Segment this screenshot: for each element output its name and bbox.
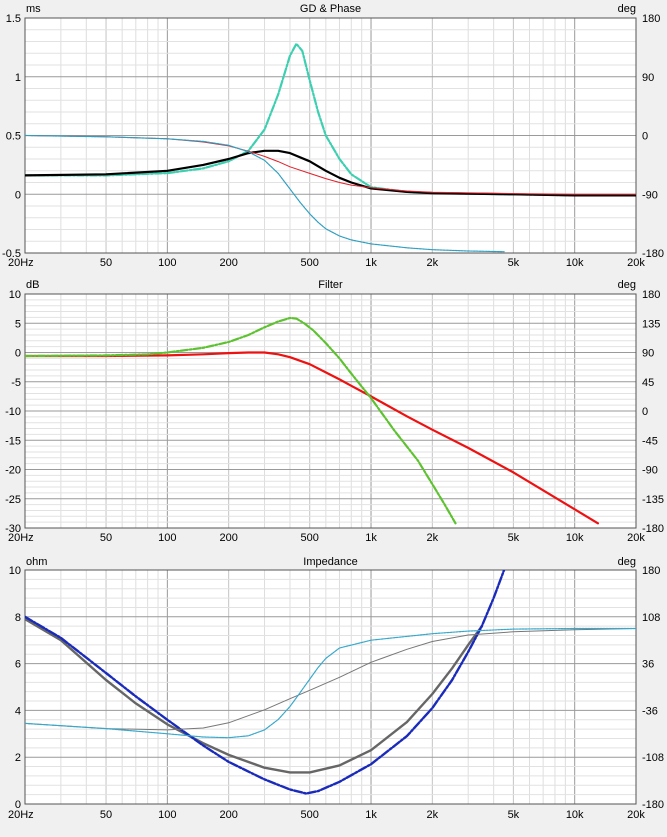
y-tick-label: -25 <box>5 494 21 506</box>
y-tick-label: -30 <box>5 523 21 535</box>
y2-tick-label: 0 <box>642 406 648 418</box>
right-unit-label: deg <box>618 556 636 568</box>
y-tick-label: -15 <box>5 435 21 447</box>
chart-title: Filter <box>318 279 343 291</box>
x-tick-label: 20k <box>627 809 645 821</box>
x-tick-label: 2k <box>427 809 439 821</box>
x-tick-label: 500 <box>301 257 319 269</box>
y-tick-label: 1.5 <box>6 13 21 25</box>
y-tick-label: 0 <box>15 799 21 811</box>
chart-title: GD & Phase <box>300 3 361 15</box>
left-unit-label: ms <box>26 3 41 15</box>
y2-tick-label: 36 <box>642 659 654 671</box>
y2-tick-label: 90 <box>642 72 654 84</box>
y2-tick-label: 108 <box>642 612 660 624</box>
y-tick-label: 10 <box>9 565 21 577</box>
y2-tick-label: 0 <box>642 131 648 143</box>
x-tick-label: 200 <box>219 257 237 269</box>
x-tick-label: 10k <box>566 532 584 544</box>
x-tick-label: 100 <box>158 809 176 821</box>
chart-panel-2: Filter dB deg -30 -25 -20 -15 -10 -5 0 5 10 -180 -135… <box>5 279 664 544</box>
x-tick-label: 500 <box>301 809 319 821</box>
y-tick-label: 8 <box>15 612 21 624</box>
y2-tick-label: -108 <box>642 752 664 764</box>
y2-tick-label: -180 <box>642 799 664 811</box>
y2-tick-label: 180 <box>642 289 660 301</box>
series-line-1 <box>25 617 483 774</box>
y-tick-label: 6 <box>15 659 21 671</box>
y2-tick-label: -90 <box>642 465 658 477</box>
x-tick-label: 2k <box>427 257 439 269</box>
x-tick-label: 20k <box>627 532 645 544</box>
y2-tick-label: -36 <box>642 705 658 717</box>
x-tick-label: 5k <box>508 809 520 821</box>
x-tick-label: 200 <box>219 809 237 821</box>
x-tick-label: 10k <box>566 257 584 269</box>
chart-panel-1: GD & Phase ms deg -0.5 0 0.5 1 1.5 -180 -90 0 90 180… <box>2 3 664 269</box>
y2-tick-label: -135 <box>642 494 664 506</box>
y-tick-label: 2 <box>15 752 21 764</box>
x-tick-label: 20Hz <box>8 809 34 821</box>
x-tick-label: 10k <box>566 809 584 821</box>
y2-tick-label: -90 <box>642 189 658 201</box>
right-unit-label: deg <box>618 3 636 15</box>
chart-title: Impedance <box>303 556 357 568</box>
right-unit-label: deg <box>618 279 636 291</box>
x-tick-label: 50 <box>100 809 112 821</box>
y2-tick-label: 135 <box>642 318 660 330</box>
y-tick-label: 0 <box>15 348 21 360</box>
left-unit-label: dB <box>26 279 39 291</box>
x-tick-label: 500 <box>301 532 319 544</box>
y2-tick-label: -180 <box>642 523 664 535</box>
x-tick-label: 2k <box>427 532 439 544</box>
x-tick-label: 50 <box>100 257 112 269</box>
y-tick-label: 1 <box>15 72 21 84</box>
y-tick-label: -5 <box>11 377 21 389</box>
x-tick-label: 100 <box>158 257 176 269</box>
series-line-3 <box>25 628 636 731</box>
y-tick-label: -20 <box>5 465 21 477</box>
x-tick-label: 1k <box>365 257 377 269</box>
y-tick-label: 5 <box>15 318 21 330</box>
series-line-4 <box>25 134 505 253</box>
y2-tick-label: 90 <box>642 348 654 360</box>
plot-frame <box>24 293 637 529</box>
x-tick-label: 20Hz <box>8 257 34 269</box>
y-tick-label: -0.5 <box>2 248 21 260</box>
series-line-2 <box>25 570 506 795</box>
series-line-2 <box>25 149 636 197</box>
x-tick-label: 50 <box>100 532 112 544</box>
y-tick-label: 4 <box>15 705 21 717</box>
y2-tick-label: -45 <box>642 435 658 447</box>
y2-tick-label: 180 <box>642 13 660 25</box>
plot-frame <box>24 569 637 805</box>
y2-tick-label: -180 <box>642 248 664 260</box>
x-tick-label: 5k <box>508 257 520 269</box>
y-tick-label: 0 <box>15 189 21 201</box>
x-tick-label: 1k <box>365 809 377 821</box>
x-tick-label: 1k <box>365 532 377 544</box>
x-tick-label: 20k <box>627 257 645 269</box>
left-unit-label: ohm <box>26 556 47 568</box>
series-line-1 <box>25 351 599 525</box>
chart-panel-3: Impedance ohm deg 0 2 4 6 8 10 -180 -108 -36 36 108 18… <box>8 556 664 821</box>
y-tick-label: 0.5 <box>6 131 21 143</box>
series-line-4 <box>25 627 636 739</box>
y2-tick-label: 45 <box>642 377 654 389</box>
x-tick-label: 200 <box>219 532 237 544</box>
y-tick-label: -10 <box>5 406 21 418</box>
y2-tick-label: 180 <box>642 565 660 577</box>
x-tick-label: 5k <box>508 532 520 544</box>
plot-area <box>25 570 636 804</box>
series-line-2 <box>25 316 457 525</box>
x-tick-label: 100 <box>158 532 176 544</box>
y-tick-label: 10 <box>9 289 21 301</box>
x-tick-label: 20Hz <box>8 532 34 544</box>
